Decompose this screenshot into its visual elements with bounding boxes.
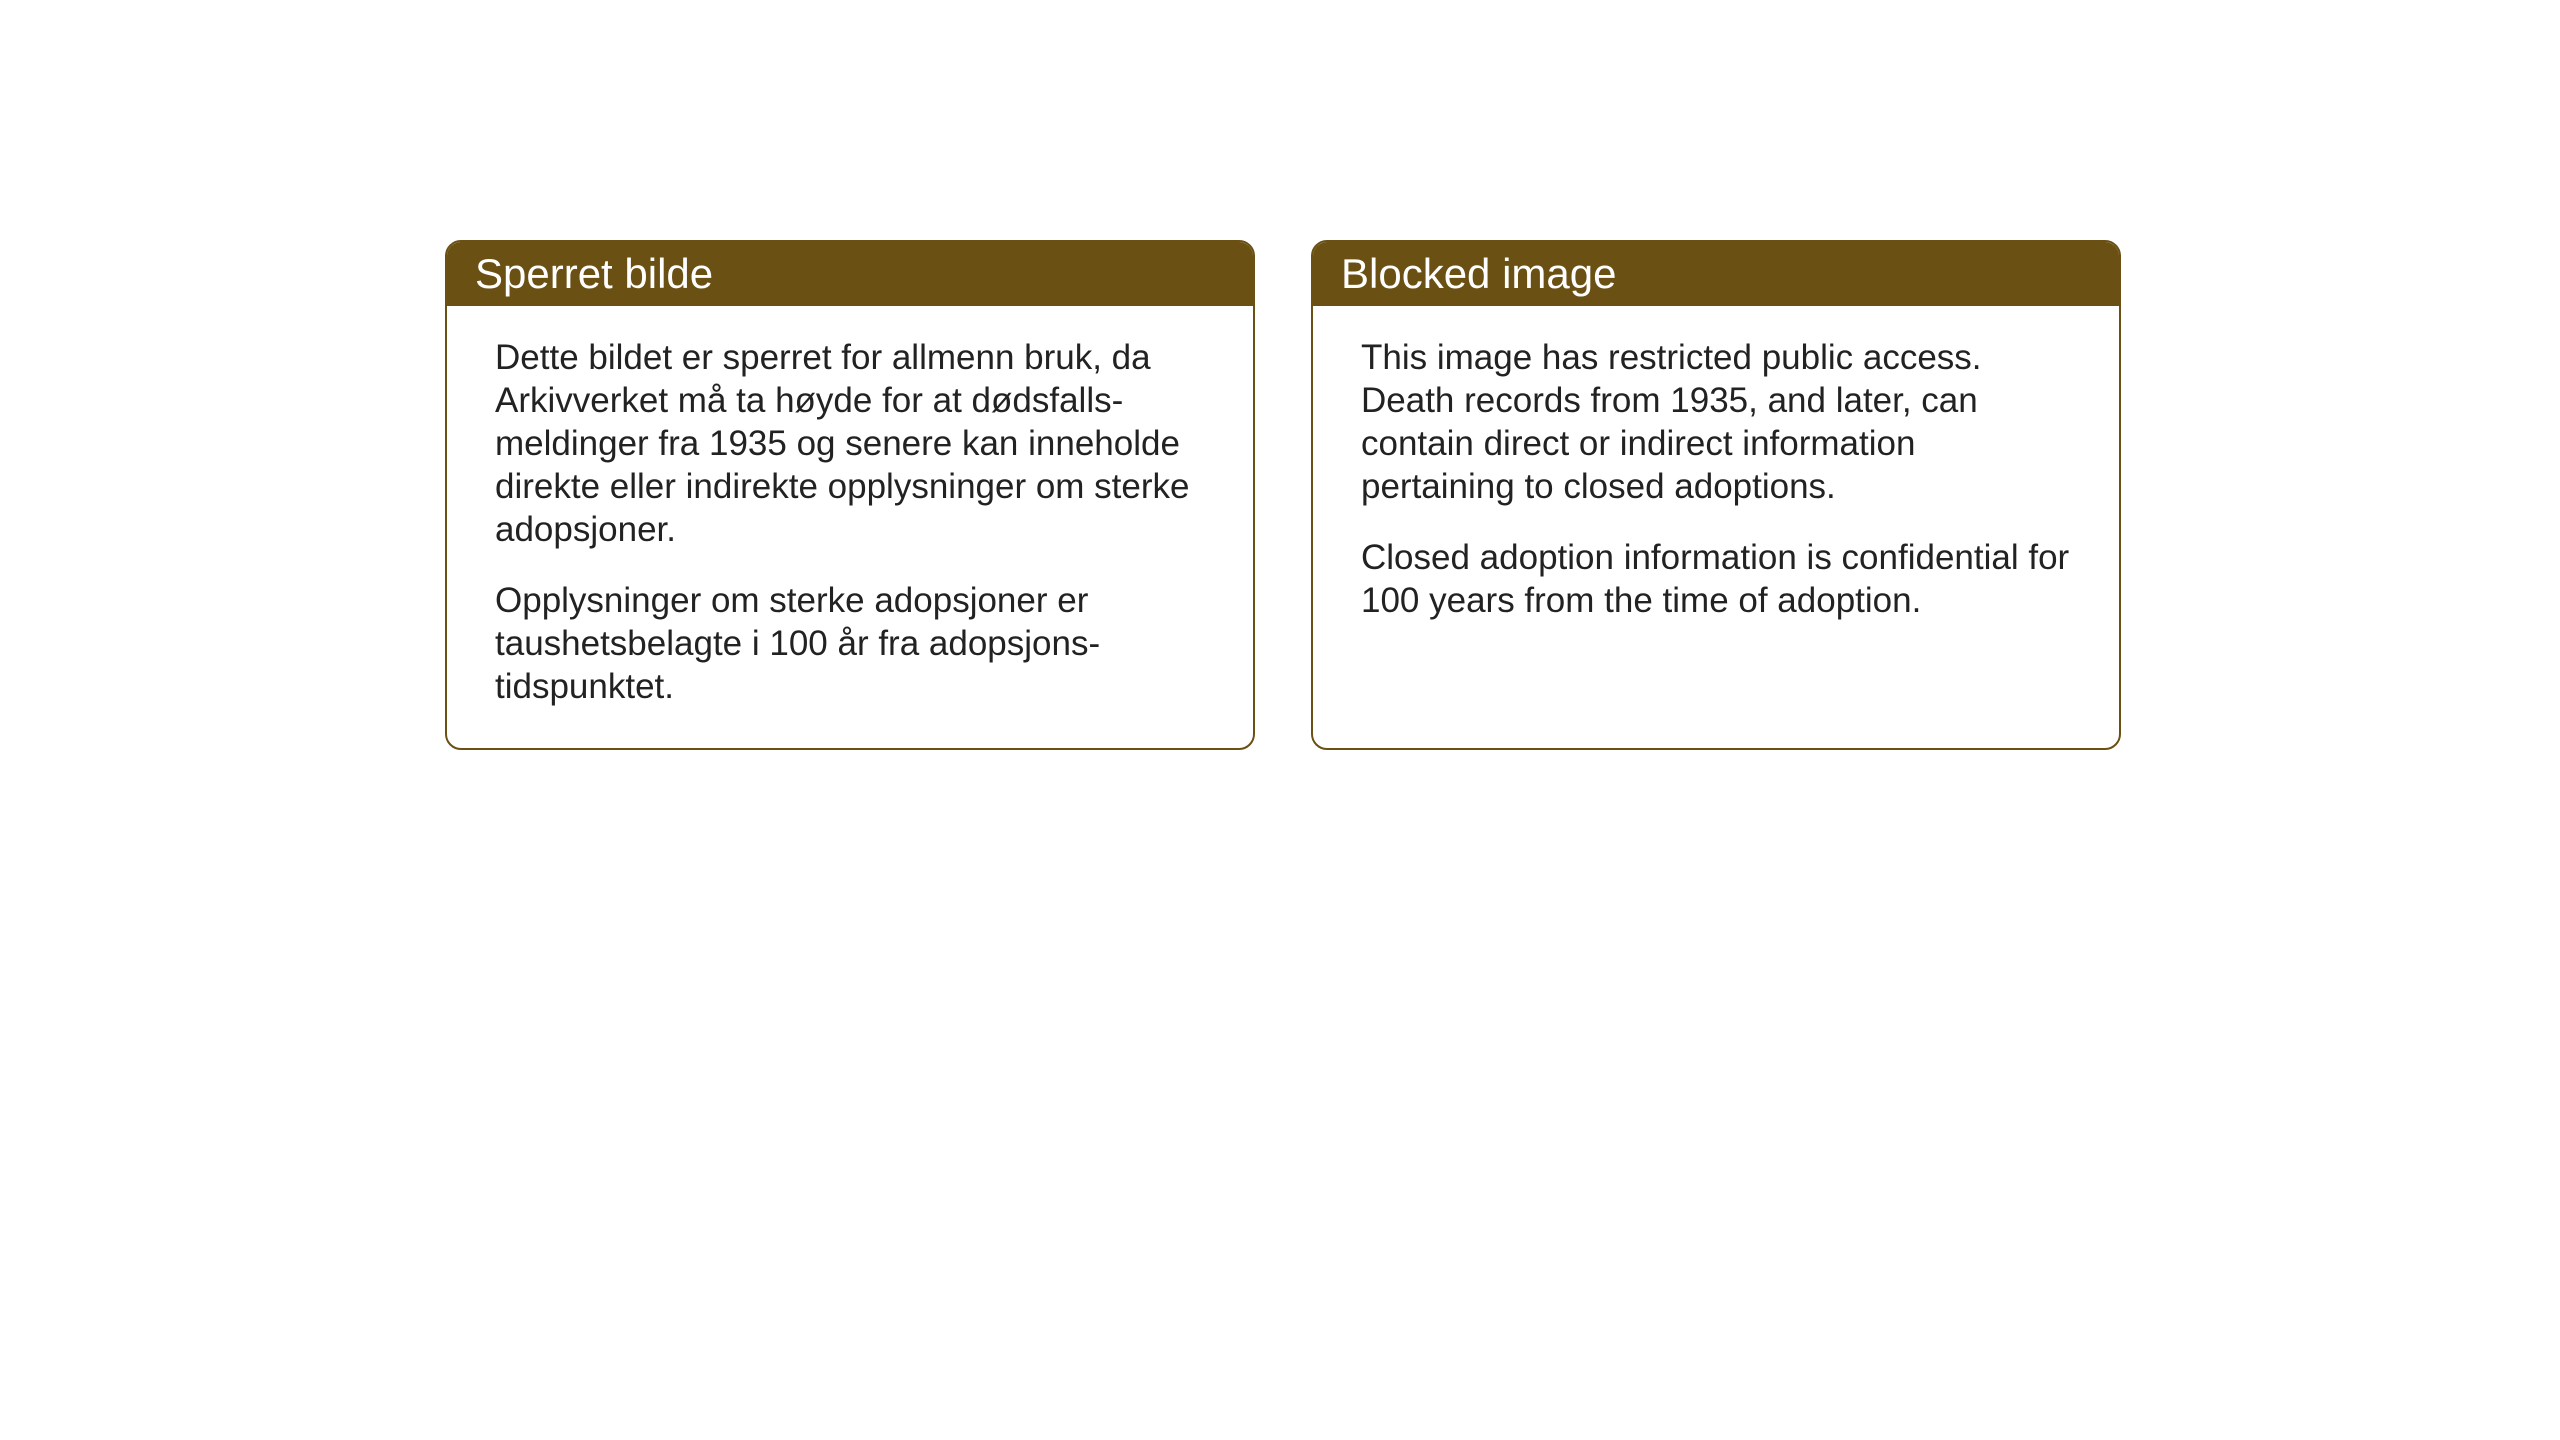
card-header-english: Blocked image bbox=[1313, 242, 2119, 306]
card-body-english: This image has restricted public access.… bbox=[1313, 306, 2119, 716]
notice-container: Sperret bilde Dette bildet er sperret fo… bbox=[445, 240, 2121, 750]
card-title-norwegian: Sperret bilde bbox=[475, 250, 713, 297]
card-paragraph-norwegian-2: Opplysninger om sterke adopsjoner er tau… bbox=[495, 579, 1205, 708]
card-header-norwegian: Sperret bilde bbox=[447, 242, 1253, 306]
card-title-english: Blocked image bbox=[1341, 250, 1616, 297]
card-paragraph-english-2: Closed adoption information is confident… bbox=[1361, 536, 2071, 622]
card-paragraph-english-1: This image has restricted public access.… bbox=[1361, 336, 2071, 508]
card-body-norwegian: Dette bildet er sperret for allmenn bruk… bbox=[447, 306, 1253, 748]
notice-card-english: Blocked image This image has restricted … bbox=[1311, 240, 2121, 750]
card-paragraph-norwegian-1: Dette bildet er sperret for allmenn bruk… bbox=[495, 336, 1205, 551]
notice-card-norwegian: Sperret bilde Dette bildet er sperret fo… bbox=[445, 240, 1255, 750]
